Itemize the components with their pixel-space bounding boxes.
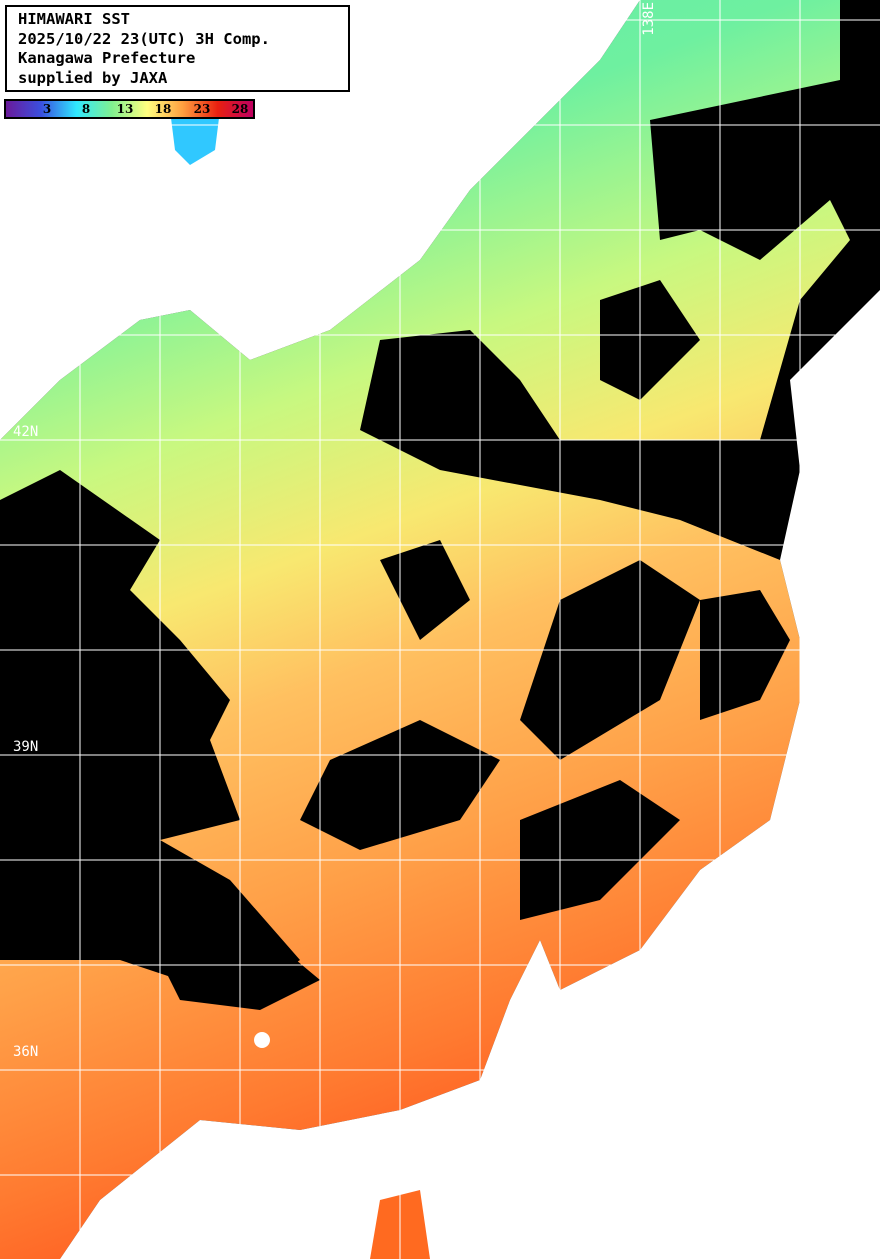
lon-label-138e: 138E [641,2,657,36]
credit-line: supplied by JAXA [18,68,168,87]
colorbar-tick: 28 [231,102,249,116]
lat-label-39n: 39N [13,739,39,755]
colorbar-tick: 13 [116,102,134,116]
source-line: Kanagawa Prefecture [18,49,196,67]
lat-label-36n: 36N [13,1044,39,1060]
lat-label-42n: 42N [13,424,39,440]
colorbar-tick: 3 [42,102,52,116]
colorbar-tick: 8 [81,102,91,116]
color-scale-bar: 3 8 13 18 23 28 [4,99,255,119]
colorbar-tick: 18 [154,102,172,116]
title-line: HIMAWARI SST [18,10,130,28]
title-box: HIMAWARI SST 2025/10/22 23(UTC) 3H Comp.… [5,5,350,92]
datetime-line: 2025/10/22 23(UTC) 3H Comp. [18,29,270,48]
colorbar-tick: 23 [193,102,211,116]
island-sst-patch [170,110,220,165]
